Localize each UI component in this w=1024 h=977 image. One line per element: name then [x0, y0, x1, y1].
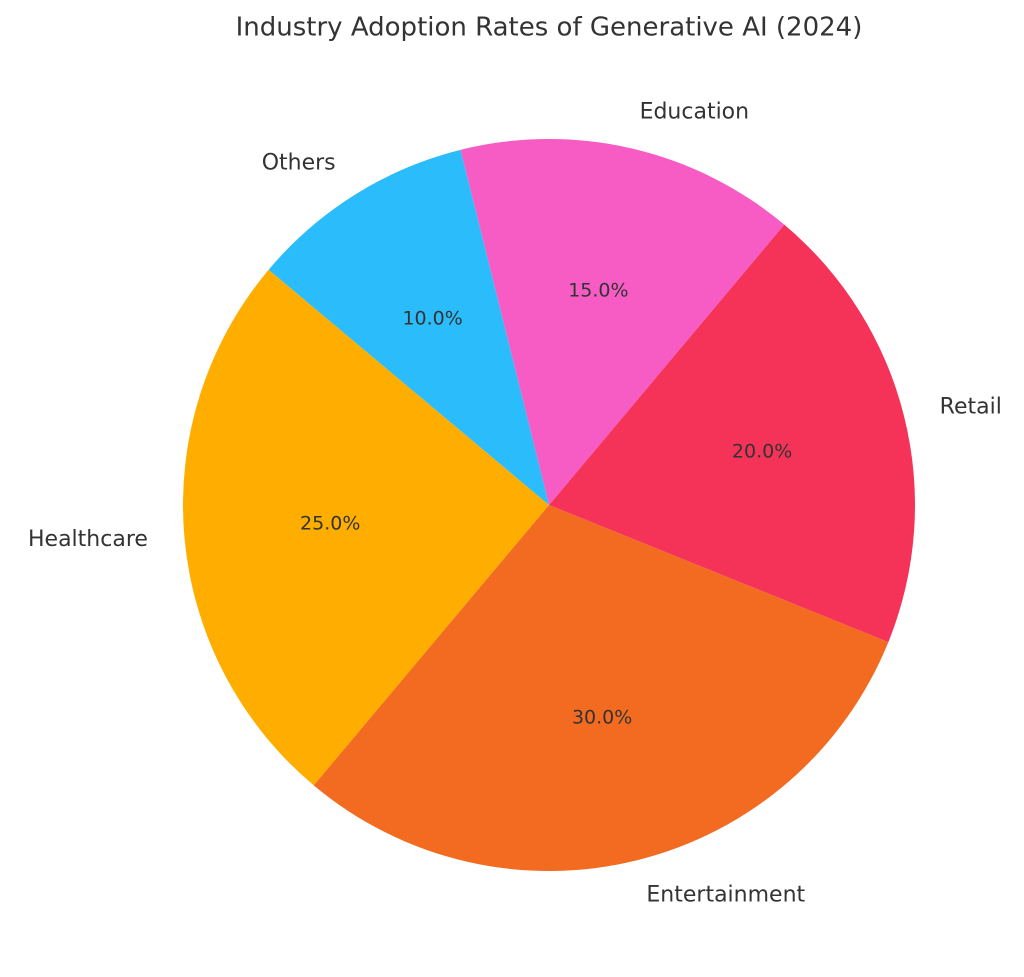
chart-title: Industry Adoption Rates of Generative AI…: [236, 13, 863, 43]
slice-percent-label: 10.0%: [402, 307, 462, 329]
slice-percent-label: 25.0%: [300, 513, 360, 535]
pie-slice: [460, 138, 785, 505]
slice-percent-label: 20.0%: [732, 440, 792, 462]
pie-slice: [268, 149, 549, 505]
slice-category-label: Education: [640, 100, 750, 125]
slice-category-label: Entertainment: [646, 883, 805, 908]
pie-slice: [182, 269, 549, 786]
slice-category-label: Retail: [940, 395, 1002, 420]
slice-percent-label: 30.0%: [572, 707, 632, 729]
slice-category-label: Healthcare: [28, 527, 148, 552]
slice-category-label: Others: [262, 151, 336, 176]
slice-percent-label: 15.0%: [568, 280, 628, 302]
pie-slice: [313, 505, 889, 871]
pie-slice: [549, 224, 915, 643]
